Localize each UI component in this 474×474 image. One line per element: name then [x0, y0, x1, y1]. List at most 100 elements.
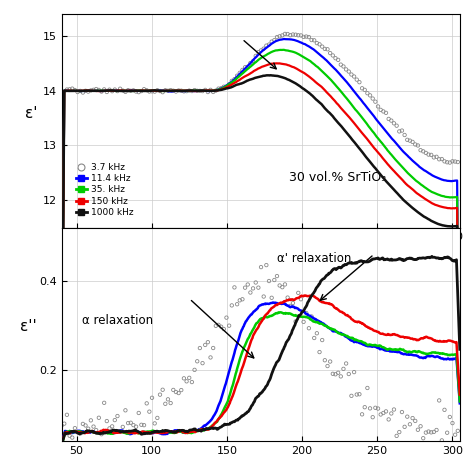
Point [377, 106, 384, 114]
Point [255, 284, 262, 292]
Point [246, 59, 254, 67]
Point [82, 87, 89, 95]
Point [84, 88, 92, 95]
Point [241, 284, 249, 292]
Point [361, 403, 368, 411]
Point [401, 423, 409, 431]
Point [395, 428, 403, 436]
Point [316, 41, 323, 48]
Point [218, 323, 225, 330]
Point [177, 386, 185, 394]
Point [68, 434, 76, 441]
Point [204, 338, 212, 346]
Point [436, 397, 443, 404]
Point [364, 90, 371, 97]
Point [137, 421, 145, 428]
Point [388, 117, 395, 124]
Point [372, 98, 379, 106]
Point [95, 414, 103, 421]
Point [340, 63, 347, 70]
Point [449, 419, 456, 427]
Point [395, 128, 403, 135]
X-axis label: Temperature,K: Temperature,K [215, 245, 307, 258]
Point [257, 46, 265, 54]
Point [321, 356, 328, 364]
Point [302, 33, 310, 40]
Point [350, 368, 358, 376]
Point [233, 301, 241, 308]
Point [193, 87, 201, 95]
Point [286, 31, 294, 39]
Point [71, 424, 79, 432]
Point [106, 425, 113, 432]
Point [238, 66, 246, 74]
Point [446, 413, 454, 421]
Point [334, 369, 342, 376]
Point [220, 83, 228, 91]
Point [111, 86, 118, 93]
Point [137, 87, 145, 95]
Point [414, 426, 422, 434]
Point [417, 422, 424, 430]
Point [193, 357, 201, 365]
Point [297, 32, 305, 39]
Point [380, 409, 387, 417]
Point [327, 358, 334, 365]
Point [305, 33, 313, 41]
Point [436, 155, 443, 163]
Point [177, 87, 185, 94]
Point [63, 411, 71, 419]
Point [419, 147, 427, 155]
Point [129, 87, 137, 94]
Point [164, 395, 172, 403]
Point [191, 366, 198, 374]
Point [109, 87, 116, 95]
Point [172, 88, 180, 95]
Point [353, 391, 361, 398]
Point [340, 365, 347, 373]
Point [393, 432, 401, 440]
Point [409, 414, 416, 422]
Point [164, 87, 172, 94]
Point [90, 423, 97, 430]
Point [225, 81, 233, 88]
Point [74, 440, 82, 448]
Y-axis label: ε': ε' [25, 106, 38, 121]
Point [167, 86, 174, 94]
Point [140, 85, 148, 93]
Point [398, 127, 406, 134]
Point [374, 405, 382, 412]
Point [454, 158, 462, 166]
Point [358, 84, 366, 92]
Point [228, 77, 236, 85]
Point [249, 284, 257, 292]
Point [300, 318, 307, 326]
Point [430, 154, 438, 161]
Point [111, 416, 118, 424]
Point [212, 322, 219, 329]
Point [425, 151, 432, 158]
Point [156, 87, 164, 95]
Point [300, 33, 307, 41]
Point [191, 86, 198, 94]
Point [132, 423, 140, 430]
Point [199, 359, 206, 367]
Point [332, 55, 339, 62]
Point [382, 408, 390, 415]
Point [188, 87, 196, 95]
Point [441, 157, 448, 165]
Point [68, 85, 76, 92]
Point [129, 421, 137, 429]
Point [114, 412, 121, 420]
Point [246, 289, 254, 296]
Point [82, 422, 89, 429]
Point [106, 86, 113, 93]
Point [74, 88, 82, 96]
Point [276, 33, 283, 40]
Text: 30 vol.% SrTiO₃: 30 vol.% SrTiO₃ [289, 171, 386, 183]
Point [308, 36, 315, 44]
Point [433, 426, 440, 434]
Point [263, 261, 270, 269]
Point [441, 406, 448, 414]
Point [403, 136, 411, 144]
